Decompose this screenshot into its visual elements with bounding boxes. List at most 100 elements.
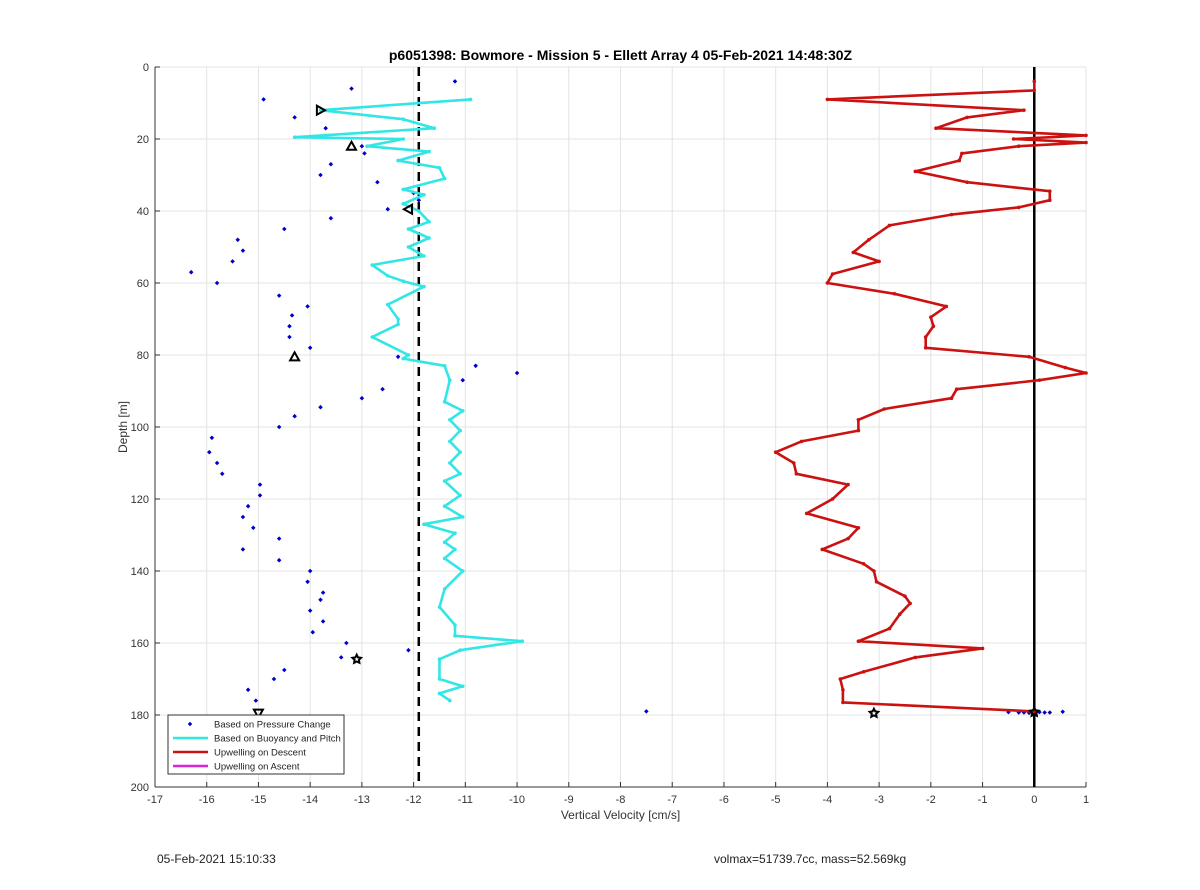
descent-point bbox=[1084, 133, 1088, 138]
x-tick-label: -17 bbox=[147, 794, 163, 806]
y-tick-label: 120 bbox=[131, 494, 149, 506]
buoyancy-point bbox=[370, 335, 375, 339]
pressure-point bbox=[375, 179, 380, 185]
pressure-point bbox=[253, 698, 259, 703]
pressure-point bbox=[514, 370, 520, 376]
buoyancy-point bbox=[292, 135, 297, 139]
buoyancy-point bbox=[458, 450, 462, 455]
y-tick-label: 80 bbox=[137, 350, 149, 362]
triangle-marker bbox=[350, 652, 364, 665]
x-tick-label: -14 bbox=[302, 794, 318, 806]
descent-point bbox=[1084, 371, 1088, 375]
buoyancy-point bbox=[437, 691, 442, 696]
pressure-point bbox=[276, 293, 282, 298]
descent-point bbox=[923, 335, 928, 339]
x-tick-label: -1 bbox=[978, 794, 988, 806]
buoyancy-point bbox=[427, 149, 431, 154]
x-tick-label: -7 bbox=[667, 794, 677, 806]
descent-point bbox=[954, 387, 959, 392]
descent-point bbox=[931, 324, 936, 329]
triangle-marker bbox=[1027, 705, 1041, 718]
pressure-point bbox=[276, 424, 282, 430]
descent-point bbox=[1037, 378, 1042, 383]
pressure-point bbox=[214, 460, 220, 466]
descent-point bbox=[841, 688, 845, 692]
buoyancy-point bbox=[448, 418, 452, 422]
descent-point bbox=[949, 396, 954, 401]
buoyancy-point bbox=[453, 531, 457, 535]
descent-point bbox=[960, 151, 964, 156]
buoyancy-point bbox=[401, 117, 406, 121]
footer-timestamp: 05-Feb-2021 15:10:33 bbox=[157, 852, 276, 866]
buoyancy-point bbox=[422, 284, 426, 289]
legend-label: Based on Buoyancy and Pitch bbox=[214, 734, 341, 745]
descent-point bbox=[929, 315, 933, 320]
descent-point bbox=[773, 450, 778, 455]
buoyancy-point bbox=[460, 515, 465, 519]
descent-point bbox=[898, 612, 902, 616]
buoyancy-point bbox=[442, 176, 447, 181]
buoyancy-point bbox=[442, 504, 447, 509]
descent-point bbox=[804, 511, 809, 516]
x-tick-label: -15 bbox=[250, 794, 266, 806]
y-tick-label: 200 bbox=[131, 782, 149, 794]
buoyancy-point bbox=[385, 274, 390, 278]
buoyancy-point bbox=[442, 587, 447, 591]
buoyancy-point bbox=[370, 263, 375, 267]
buoyancy-point bbox=[385, 302, 390, 307]
descent-point bbox=[1016, 144, 1021, 148]
y-axis-label: Depth [m] bbox=[116, 401, 130, 453]
descent-point bbox=[861, 562, 866, 566]
pressure-point bbox=[344, 640, 349, 646]
triangle-marker bbox=[867, 706, 881, 719]
pressure-point bbox=[289, 313, 295, 318]
pressure-point bbox=[416, 197, 422, 203]
buoyancy-point bbox=[448, 461, 452, 465]
descent-point bbox=[903, 594, 907, 598]
legend-label: Based on Pressure Change bbox=[214, 720, 331, 731]
pressure-point bbox=[292, 413, 297, 419]
buoyancy-point bbox=[406, 245, 411, 249]
descent-point bbox=[980, 646, 985, 651]
triangle-marker bbox=[315, 104, 328, 117]
descent-point bbox=[908, 601, 912, 606]
x-tick-label: 1 bbox=[1083, 794, 1089, 806]
buoyancy-point bbox=[406, 353, 411, 357]
buoyancy-point bbox=[453, 547, 457, 552]
buoyancy-point bbox=[437, 605, 442, 609]
triangle-marker bbox=[252, 708, 265, 720]
descent-point bbox=[838, 677, 843, 681]
buoyancy-point bbox=[422, 193, 426, 197]
legend-box bbox=[167, 714, 345, 775]
buoyancy-point bbox=[442, 479, 447, 483]
buoyancy-point bbox=[448, 378, 452, 383]
descent-point bbox=[856, 639, 861, 643]
descent-point bbox=[965, 180, 969, 184]
x-tick-label: -11 bbox=[458, 794, 473, 806]
buoyancy-point bbox=[416, 209, 421, 213]
y-tick-label: 40 bbox=[137, 206, 149, 218]
descent-point bbox=[1032, 79, 1037, 84]
buoyancy-point bbox=[432, 126, 437, 130]
pressure-point bbox=[307, 608, 313, 613]
descent-point bbox=[791, 461, 796, 465]
descent-point bbox=[877, 259, 881, 264]
pressure-point bbox=[310, 629, 316, 635]
triangle-marker bbox=[288, 350, 301, 362]
buoyancy-point bbox=[396, 322, 400, 327]
descent-point bbox=[825, 281, 830, 285]
descent-point bbox=[887, 626, 892, 631]
buoyancy-point bbox=[406, 227, 411, 231]
descent-point bbox=[825, 97, 830, 102]
pressure-point bbox=[320, 590, 326, 595]
descent-point bbox=[874, 580, 879, 584]
buoyancy-point bbox=[448, 698, 452, 703]
descent-point bbox=[882, 407, 887, 411]
pressure-point bbox=[257, 482, 263, 487]
buoyancy-point bbox=[422, 254, 426, 258]
buoyancy-point bbox=[422, 522, 426, 526]
descent-point bbox=[856, 428, 861, 433]
buoyancy-point bbox=[453, 623, 457, 627]
pressure-point bbox=[1042, 710, 1047, 715]
